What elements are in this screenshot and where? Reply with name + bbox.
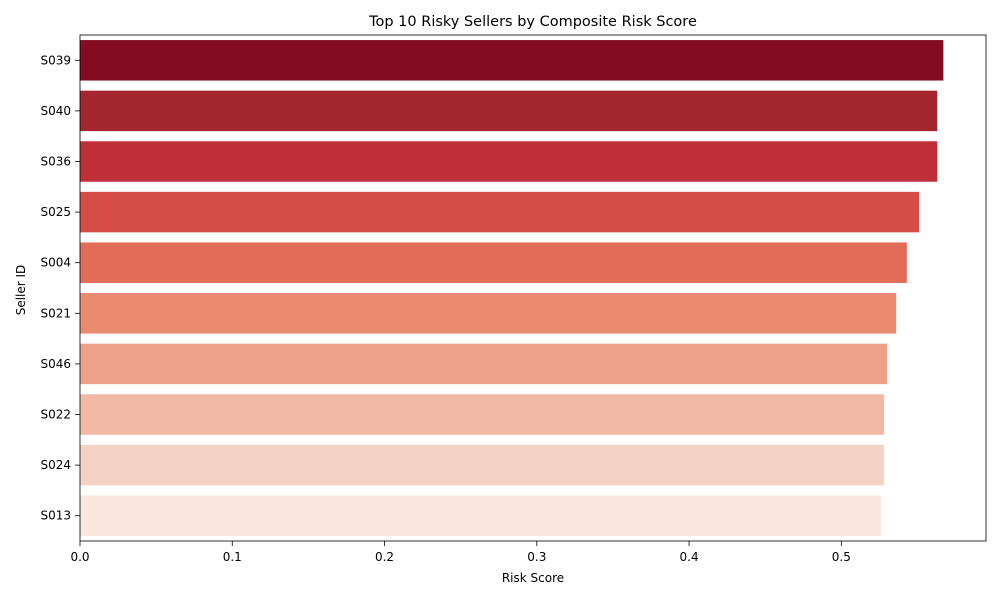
- y-tick-label: S004: [40, 256, 71, 270]
- bar-s036: [80, 141, 938, 182]
- y-tick-label: S036: [40, 155, 71, 169]
- bar-s046: [80, 343, 888, 385]
- y-tick-label: S022: [40, 408, 71, 422]
- bar-s040: [80, 90, 938, 132]
- x-tick-label: 0.4: [680, 550, 699, 564]
- bar-s025: [80, 191, 920, 233]
- bar-s039: [80, 40, 944, 81]
- bar-s024: [80, 444, 884, 486]
- x-tick-label: 0.1: [223, 550, 242, 564]
- x-tick-label: 0.5: [832, 550, 851, 564]
- x-tick-label: 0.0: [70, 550, 89, 564]
- x-tick-label: 0.2: [375, 550, 394, 564]
- y-tick-label: S021: [40, 306, 71, 320]
- y-tick-label: S046: [40, 357, 71, 371]
- y-axis-label: Seller ID: [14, 265, 28, 316]
- bar-s022: [80, 394, 884, 435]
- bar-s004: [80, 242, 907, 283]
- y-tick-label: S024: [40, 458, 71, 472]
- y-tick-label: S013: [40, 509, 71, 523]
- bar-s013: [80, 495, 881, 536]
- chart-title: Top 10 Risky Sellers by Composite Risk S…: [368, 14, 697, 30]
- axes-layer: S039 S040 S036 S025 S004 S021 S046 S022 S024 S013…: [40, 34, 987, 564]
- x-axis-label: Risk Score: [502, 571, 564, 585]
- y-tick-label: S025: [40, 205, 71, 219]
- plot-frame: [79, 34, 987, 542]
- y-tick-label: S040: [40, 104, 71, 118]
- x-tick-label: 0.3: [527, 550, 546, 564]
- bar-s021: [80, 293, 897, 334]
- y-tick-label: S039: [40, 53, 71, 67]
- bars-layer: [80, 40, 944, 536]
